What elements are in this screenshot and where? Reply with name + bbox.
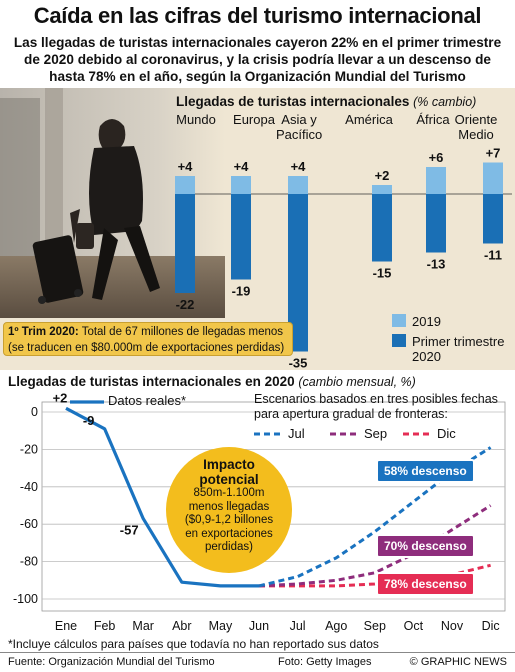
legend-label-actual: Datos reales* xyxy=(108,393,186,408)
quarter-note-label: 1º Trim 2020: xyxy=(8,326,79,338)
bubble-line-2: menos llegadas xyxy=(166,501,292,515)
ytick-3: -60 xyxy=(20,517,38,531)
bar-label-2020-5: -11 xyxy=(484,248,502,263)
bubble-title-2: potencial xyxy=(166,472,292,487)
region-label-oriente-medio: Oriente Medio xyxy=(445,112,507,142)
bubble-title-1: Impacto xyxy=(166,457,292,472)
bar-label-2020-2: -35 xyxy=(289,356,308,371)
xtick-nov: Nov xyxy=(441,619,464,633)
bar-2020-5 xyxy=(483,194,503,244)
footer: Fuente: Organización Mundial del Turismo… xyxy=(0,652,515,672)
bubble-line-5: perdidas) xyxy=(166,541,292,555)
quarter-note: 1º Trim 2020: Total de 67 millones de ll… xyxy=(3,322,293,356)
footer-source: Fuente: Organización Mundial del Turismo xyxy=(8,656,215,668)
bar-label-2020-1: -19 xyxy=(232,284,251,299)
ytick-1: -20 xyxy=(20,442,38,456)
region-label-america: América xyxy=(334,112,404,127)
footer-photo-credit: Foto: Getty Images xyxy=(278,656,372,668)
region-asia-line: Asia y Pacífico xyxy=(276,112,322,142)
ytick-0: 0 xyxy=(31,405,38,419)
bar-label-2019-0: +4 xyxy=(178,159,194,174)
xtick-oct: Oct xyxy=(404,619,424,633)
bar-2019-4 xyxy=(426,167,446,194)
bar-label-2019-2: +4 xyxy=(291,159,307,174)
callout-jul: 58% descenso xyxy=(376,459,475,483)
line-chart-title: Llegadas de turistas internacionales en … xyxy=(8,374,416,389)
legend-label-jul: Jul xyxy=(288,426,305,441)
footnote: *Incluye cálculos para países que todaví… xyxy=(8,637,379,651)
point-label-1: -9 xyxy=(83,413,95,428)
xtick-mar: Mar xyxy=(132,619,154,633)
page-title: Caída en las cifras del turismo internac… xyxy=(0,3,515,29)
point-label-2: -57 xyxy=(120,523,139,538)
scenario-heading: Escenarios basados en tres posibles fech… xyxy=(254,392,512,422)
line-chart-title-note: (cambio mensual, %) xyxy=(298,375,415,389)
callout-dic: 78% descenso xyxy=(376,572,475,596)
legend-label-2020: Primer trimestre 2020 xyxy=(412,334,512,364)
xtick-ene: Ene xyxy=(55,619,77,633)
bar-2019-2 xyxy=(288,176,308,194)
bar-2020-0 xyxy=(175,194,195,293)
legend-label-sep: Sep xyxy=(364,426,387,441)
callout-sep: 70% descenso xyxy=(376,534,475,558)
legend-swatch-2020 xyxy=(392,334,406,347)
bar-label-2020-4: -13 xyxy=(427,257,446,272)
xtick-feb: Feb xyxy=(94,619,116,633)
region-label-asia-pacifico: Asia y Pacífico xyxy=(264,112,334,142)
ytick-5: -100 xyxy=(13,592,38,606)
bar-2020-4 xyxy=(426,194,446,253)
bar-label-2019-1: +4 xyxy=(234,159,250,174)
bar-label-2020-3: -15 xyxy=(373,266,392,281)
xtick-jul: Jul xyxy=(290,619,306,633)
legend-label-dic: Dic xyxy=(437,426,456,441)
xtick-may: May xyxy=(209,619,233,633)
ytick-4: -80 xyxy=(20,555,38,569)
bar-label-2019-3: +2 xyxy=(375,168,390,183)
xtick-abr: Abr xyxy=(172,619,191,633)
bar-2020-1 xyxy=(231,194,251,280)
xtick-dic: Dic xyxy=(482,619,500,633)
xtick-jun: Jun xyxy=(249,619,269,633)
point-label-0: +2 xyxy=(53,390,68,405)
bubble-line-3: ($0,9-1,2 billones xyxy=(166,514,292,528)
bar-chart-title-note: (% cambio) xyxy=(413,95,476,109)
bubble-line-1: 850m-1.100m xyxy=(166,487,292,501)
bar-2020-3 xyxy=(372,194,392,262)
xtick-sep: Sep xyxy=(364,619,386,633)
ytick-2: -40 xyxy=(20,480,38,494)
impact-bubble: Impacto potencial 850m-1.100m menos lleg… xyxy=(166,447,292,573)
page-subtitle: Las llegadas de turistas internacionales… xyxy=(8,34,507,85)
bar-2019-3 xyxy=(372,185,392,194)
bar-label-2019-5: +7 xyxy=(486,146,501,161)
bar-chart-title: Llegadas de turistas internacionales (% … xyxy=(176,94,476,109)
xtick-ago: Ago xyxy=(325,619,347,633)
legend-swatch-2019 xyxy=(392,314,406,327)
bubble-line-4: en exportaciones xyxy=(166,528,292,542)
bar-2019-0 xyxy=(175,176,195,194)
bar-label-2020-0: -22 xyxy=(176,297,195,312)
footer-graphic-news: © GRAPHIC NEWS xyxy=(410,656,507,668)
bar-label-2019-4: +6 xyxy=(429,150,444,165)
bar-2019-5 xyxy=(483,163,503,195)
bar-2019-1 xyxy=(231,176,251,194)
legend-label-2019: 2019 xyxy=(412,314,441,329)
